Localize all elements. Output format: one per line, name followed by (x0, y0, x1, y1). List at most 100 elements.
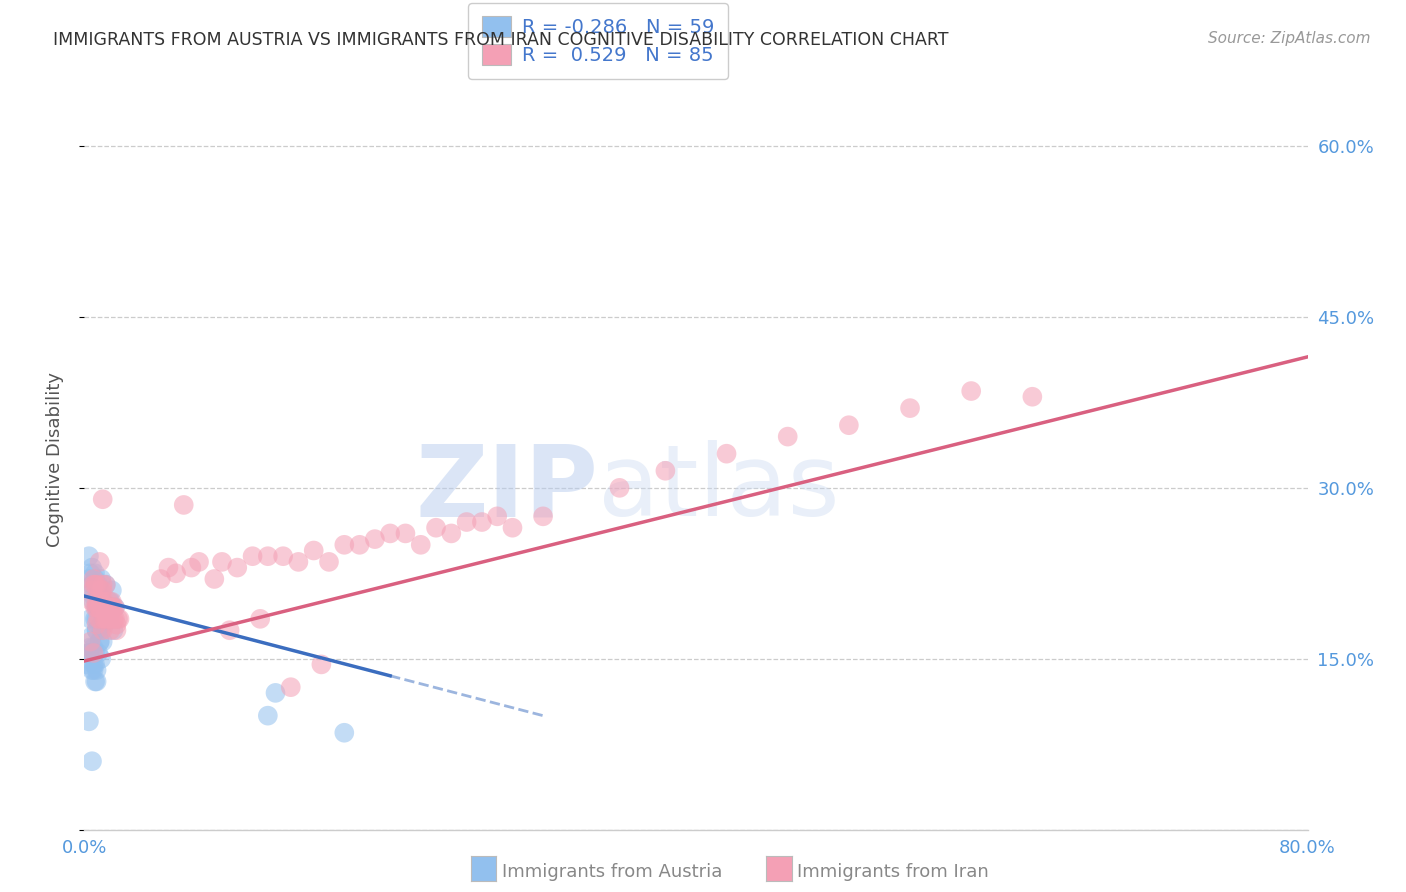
Point (94, 577, 117, 591)
Point (173, 498, 195, 512)
Point (97, 612, 120, 626)
Point (249, 612, 271, 626)
Point (84, 600, 107, 615)
Point (188, 555, 211, 569)
Point (90, 583, 112, 598)
Point (101, 600, 124, 615)
Point (84, 572, 107, 586)
Point (654, 464, 676, 478)
Point (84, 577, 107, 591)
Point (257, 708, 280, 723)
Point (83, 589, 105, 603)
Point (79, 566, 101, 581)
Point (84, 674, 107, 689)
Point (960, 384, 983, 398)
Point (149, 572, 172, 586)
Point (93, 617, 115, 632)
Point (94, 577, 117, 591)
Point (86, 624, 108, 638)
Point (91, 583, 114, 598)
Point (86, 624, 108, 638)
Point (89, 600, 111, 615)
Point (86, 617, 108, 632)
Point (89, 583, 111, 598)
Point (80, 595, 103, 609)
Point (91, 595, 114, 609)
Point (103, 624, 125, 638)
Point (103, 600, 125, 615)
Point (87, 600, 110, 615)
Point (83, 577, 105, 591)
Point (101, 595, 124, 609)
Point (84, 657, 107, 672)
Point (83, 572, 105, 586)
Point (79, 634, 101, 648)
Point (280, 680, 302, 694)
Point (91, 492, 114, 507)
Point (94, 606, 117, 620)
Point (776, 429, 799, 443)
Point (80, 663, 103, 677)
Point (226, 560, 249, 574)
Point (105, 617, 128, 632)
Point (456, 515, 478, 529)
Point (218, 624, 240, 638)
Point (86, 612, 108, 626)
Point (89, 589, 111, 603)
Point (257, 549, 280, 564)
Point (380, 526, 402, 541)
Point (84, 646, 107, 660)
Point (165, 566, 187, 581)
Point (287, 555, 309, 569)
Point (87, 646, 110, 660)
Point (486, 509, 509, 524)
Point (93, 595, 115, 609)
Point (502, 521, 524, 535)
Point (1021, 390, 1043, 404)
Point (91, 634, 114, 648)
Point (318, 555, 340, 569)
Point (84, 566, 107, 581)
Point (86, 600, 108, 615)
Point (90, 595, 112, 609)
Point (89, 634, 111, 648)
Point (91, 600, 114, 615)
Text: atlas: atlas (598, 441, 839, 538)
Point (93, 606, 115, 620)
Point (108, 612, 131, 626)
Point (103, 612, 125, 626)
Text: Immigrants from Iran: Immigrants from Iran (797, 863, 988, 881)
Point (311, 657, 333, 672)
Point (211, 555, 233, 569)
Point (80, 583, 103, 598)
Point (87, 577, 110, 591)
Point (91, 577, 114, 591)
Point (898, 401, 921, 416)
Point (101, 583, 124, 598)
Point (242, 549, 264, 564)
Point (80, 577, 103, 591)
Point (609, 481, 631, 495)
Point (104, 612, 127, 626)
Point (86, 674, 108, 689)
Point (107, 612, 129, 626)
Point (80, 560, 103, 574)
Point (838, 418, 860, 433)
Point (98, 624, 121, 638)
Point (333, 725, 356, 739)
Y-axis label: Cognitive Disability: Cognitive Disability (45, 372, 63, 547)
Point (77, 714, 100, 729)
Point (97, 595, 120, 609)
Point (77, 646, 100, 660)
Text: IMMIGRANTS FROM AUSTRIA VS IMMIGRANTS FROM IRAN COGNITIVE DISABILITY CORRELATION: IMMIGRANTS FROM AUSTRIA VS IMMIGRANTS FR… (53, 31, 949, 49)
Point (89, 555, 111, 569)
Point (302, 543, 325, 558)
Point (80, 629, 103, 643)
Point (202, 572, 225, 586)
Point (79, 640, 101, 655)
Point (83, 640, 105, 655)
Legend: R = -0.286   N = 59, R =  0.529   N = 85: R = -0.286 N = 59, R = 0.529 N = 85 (468, 3, 728, 79)
Point (271, 549, 294, 564)
Point (87, 600, 110, 615)
Point (93, 612, 115, 626)
